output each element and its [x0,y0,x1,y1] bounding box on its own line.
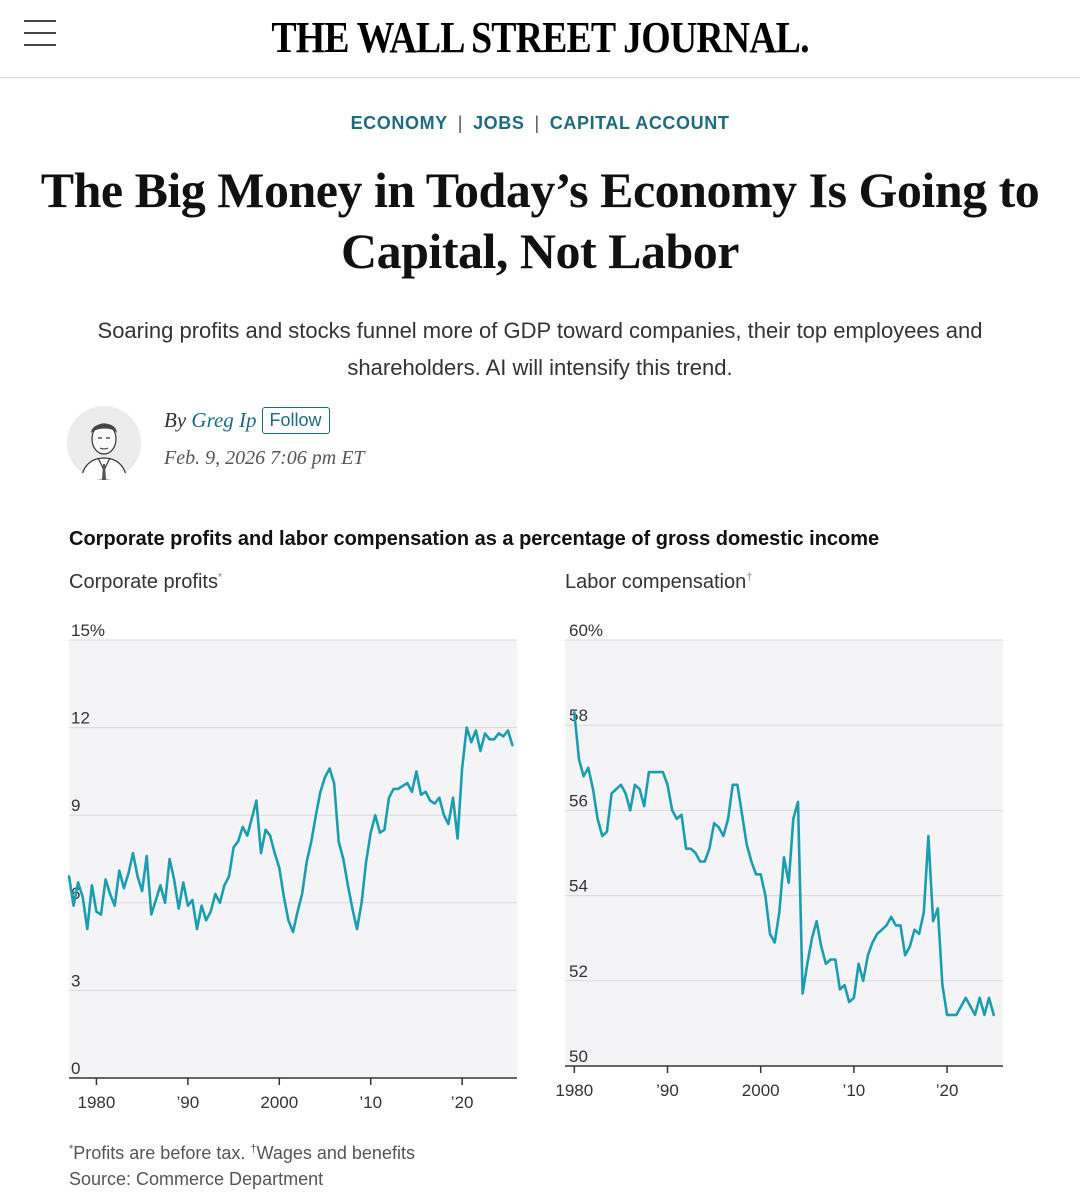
labor-x-tick-label: ’10 [843,1081,866,1100]
labor-x-tick-label: ’20 [936,1081,959,1100]
top-bar: THE WALL STREET JOURNAL. [0,0,1080,78]
chart-footnote: *Profits are before tax. †Wages and bene… [69,1136,415,1192]
chart-source: Source: Commerce Department [69,1169,324,1189]
masthead-logo[interactable]: THE WALL STREET JOURNAL. [271,13,809,62]
panel-title-labor-compensation: Labor compensation† [565,571,752,594]
byline-prefix: By [164,408,187,432]
labor-plot-area [565,640,1003,1066]
profits-y-tick-label: 3 [71,971,80,990]
profits-plot-area [69,640,517,1078]
labor-y-tick-label: 52 [569,962,588,981]
profits-x-tick-label: ’20 [451,1093,474,1112]
panel-title-text: Corporate profits [69,571,218,593]
profits-y-tick-label: 15% [71,621,105,640]
labor-y-tick-label: 56 [569,791,588,810]
profits-y-tick-label: 9 [71,796,80,815]
labor-y-tick-label: 60% [569,621,603,640]
publish-date: Feb. 9, 2026 7:06 pm ET [164,447,365,469]
breadcrumb: ECONOMY | JOBS | CAPITAL ACCOUNT [0,113,1080,134]
profits-y-tick-label: 12 [71,709,90,728]
follow-button[interactable]: Follow [261,407,330,434]
panel-title-text: Labor compensation [565,571,747,593]
labor-y-tick-label: 54 [569,877,588,896]
breadcrumb-separator: | [457,113,464,133]
profits-y-tick-label: 0 [71,1059,80,1078]
breadcrumb-separator: | [534,113,540,133]
profits-x-tick-label: ’90 [177,1093,200,1112]
labor-x-tick-label: 1980 [555,1081,593,1100]
author-portrait-icon [67,406,141,480]
footnote-profits: Profits are before tax. [73,1143,246,1163]
labor-x-tick-label: ’90 [656,1081,679,1100]
profits-x-tick-label: 2000 [260,1093,298,1112]
footnote-mark: † [746,571,753,584]
profits-series-line [67,726,514,934]
profits-x-tick-label: 1980 [78,1093,116,1112]
panel-title-corporate-profits: Corporate profits* [69,571,222,594]
author-avatar[interactable] [67,406,141,480]
breadcrumb-capital-account[interactable]: CAPITAL ACCOUNT [549,113,730,133]
labor-y-tick-label: 50 [569,1047,588,1066]
breadcrumb-jobs[interactable]: JOBS [473,113,525,133]
author-link[interactable]: Greg Ip [191,408,257,432]
labor-y-tick-label: 58 [569,706,588,725]
chart-title: Corporate profits and labor compensation… [69,528,880,550]
hamburger-menu-icon[interactable] [24,20,56,48]
footnote-mark: † [250,1143,257,1155]
labor-x-tick-label: 2000 [742,1081,780,1100]
article-headline: The Big Money in Today’s Economy Is Goin… [40,162,1040,279]
footnote-labor: Wages and benefits [256,1143,415,1163]
byline: By Greg Ip Follow [164,407,330,434]
breadcrumb-economy[interactable]: ECONOMY [350,113,448,133]
footnote-mark: * [217,571,223,584]
labor-series-line [572,711,996,1017]
article-dek: Soaring profits and stocks funnel more o… [97,318,983,380]
footnote-mark: * [69,1143,74,1155]
profits-x-tick-label: ’10 [359,1093,382,1112]
